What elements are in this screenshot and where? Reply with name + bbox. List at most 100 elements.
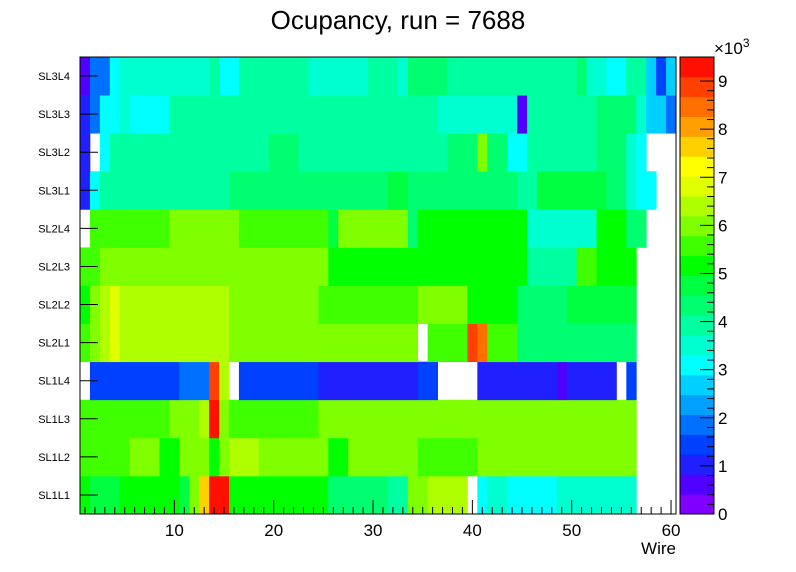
y-tick-label-SL2L2: SL2L2 [38, 300, 70, 312]
cell-SL3L1-9 [517, 171, 538, 210]
cell-SL1L1-7 [229, 475, 240, 515]
cell-SL3L4-14 [586, 57, 607, 96]
cell-SL3L2-3 [109, 133, 121, 172]
cell-SL2L2-8 [417, 285, 468, 324]
cell-SL2L1-13 [566, 323, 637, 363]
cell-SL3L2-7 [298, 133, 379, 172]
cell-SL2L3-7 [407, 247, 458, 286]
cell-SL2L2-9 [467, 285, 518, 324]
colorbar-tick-label: 7 [718, 168, 727, 187]
cell-SL2L4-11 [596, 209, 627, 248]
cell-SL3L2-8 [378, 133, 448, 172]
cell-SL3L1-13 [636, 171, 657, 210]
cell-SL2L4-1 [89, 209, 170, 248]
colorbar-tick-label: 6 [718, 216, 727, 235]
cell-SL1L1-16 [487, 475, 508, 515]
cell-SL3L4-19 [666, 57, 677, 96]
cell-SL3L3-6 [169, 95, 438, 134]
cell-SL3L4-4 [209, 57, 220, 96]
cell-SL1L4-9 [427, 361, 438, 401]
cell-SL3L4-7 [308, 57, 369, 96]
colorbar-swatch [680, 76, 714, 98]
y-tick-label-SL2L1: SL2L1 [38, 338, 70, 350]
cell-SL1L2-8 [328, 437, 349, 477]
cell-SL1L1-4 [189, 475, 200, 515]
cell-SL3L3-2 [99, 95, 121, 134]
cell-SL3L2-16 [636, 133, 647, 172]
cell-SL1L1-6 [209, 475, 230, 515]
y-axis: SL1L1 SL1L2 SL1L3 SL1L4 SL2L1 SL2L2 SL2L3 SL2L4… [38, 71, 98, 502]
cell-SL1L2-4 [209, 437, 220, 477]
cell-SL2L1-9 [467, 323, 478, 363]
y-tick-label-SL3L2: SL3L2 [38, 147, 70, 159]
cell-SL1L4-3 [209, 361, 220, 401]
y-tick-label-SL1L2: SL1L2 [38, 452, 70, 464]
colorbar-swatch [680, 454, 714, 475]
colorbar-multiplier-exponent: 3 [743, 36, 750, 50]
cell-SL3L4-6 [238, 57, 309, 96]
colorbar-swatch [680, 176, 714, 197]
cell-SL2L1-8 [427, 323, 468, 363]
cell-SL2L2-11 [566, 285, 637, 324]
cell-SL3L2-6 [268, 133, 299, 172]
colorbar-swatch [680, 235, 714, 257]
cell-SL1L1-3 [179, 475, 190, 515]
cell-SL3L3-4 [129, 95, 150, 134]
cell-SL2L3-11 [596, 247, 637, 286]
cell-SL3L4-16 [626, 57, 647, 96]
y-tick-label-SL1L4: SL1L4 [38, 376, 70, 388]
cell-SL2L3-9 [527, 247, 578, 286]
cell-SL3L4-12 [517, 57, 578, 96]
cell-SL2L2-4 [119, 285, 180, 324]
cell-SL2L3-2 [119, 247, 170, 286]
colorbar-tick-label: 0 [718, 505, 727, 524]
cell-SL1L4-13 [566, 361, 617, 401]
cell-SL1L3-4 [209, 399, 220, 439]
cell-SL2L1-2 [99, 323, 111, 363]
cell-SL3L2-14 [596, 133, 627, 172]
cell-SL3L4-18 [656, 57, 667, 96]
cell-SL1L3-6 [229, 399, 319, 439]
cell-SL3L3-9 [527, 95, 597, 134]
colorbar-tick-label: 2 [718, 409, 727, 428]
heatmap-cells [80, 57, 677, 515]
cell-SL2L3-6 [378, 247, 409, 286]
chart-title: Ocupancy, run = 7688 [271, 5, 526, 35]
cell-SL2L2-2 [99, 285, 111, 324]
cell-SL2L3-5 [328, 247, 379, 286]
colorbar-multiplier-base: ×10 [714, 39, 743, 58]
cell-SL3L2-4 [119, 133, 230, 172]
colorbar-swatch [680, 374, 714, 396]
cell-SL2L1-6 [229, 323, 419, 363]
colorbar-tick-label: 8 [718, 120, 727, 139]
cell-SL1L2-1 [129, 437, 160, 477]
y-tick-label-SL3L1: SL3L1 [38, 185, 70, 197]
cell-SL3L3-3 [119, 95, 131, 134]
colorbar-frame [679, 56, 715, 515]
cell-SL1L3-2 [169, 399, 200, 439]
colorbar-swatch [680, 474, 714, 495]
colorbar-swatch [680, 136, 714, 157]
cell-SL2L4-6 [358, 209, 409, 248]
cell-SL2L1-5 [179, 323, 230, 363]
colorbar-swatch [680, 355, 714, 376]
cell-SL1L3-3 [199, 399, 210, 439]
cell-SL1L1-12 [407, 475, 429, 515]
colorbar-swatch [680, 57, 714, 78]
cell-SL1L1-19 [556, 475, 637, 515]
x-axis: 10 20 30 40 50 60 [84, 500, 681, 540]
cell-SL1L4-12 [556, 361, 568, 401]
cell-SL1L3-8 [378, 399, 478, 439]
colorbar-tick-label: 1 [718, 457, 727, 476]
cell-SL3L1-5 [348, 171, 389, 210]
cell-SL2L4-3 [238, 209, 329, 248]
x-tick-label: 10 [165, 521, 184, 540]
x-tick-label: 60 [662, 521, 681, 540]
colorbar-swatch [680, 434, 714, 455]
cell-SL1L4-15 [626, 361, 637, 401]
cell-SL1L3-7 [318, 399, 379, 439]
colorbar-multiplier: ×103 [714, 36, 750, 58]
plot-frame [79, 56, 677, 515]
cell-SL1L4-8 [417, 361, 429, 401]
cell-SL3L4-3 [119, 57, 210, 96]
